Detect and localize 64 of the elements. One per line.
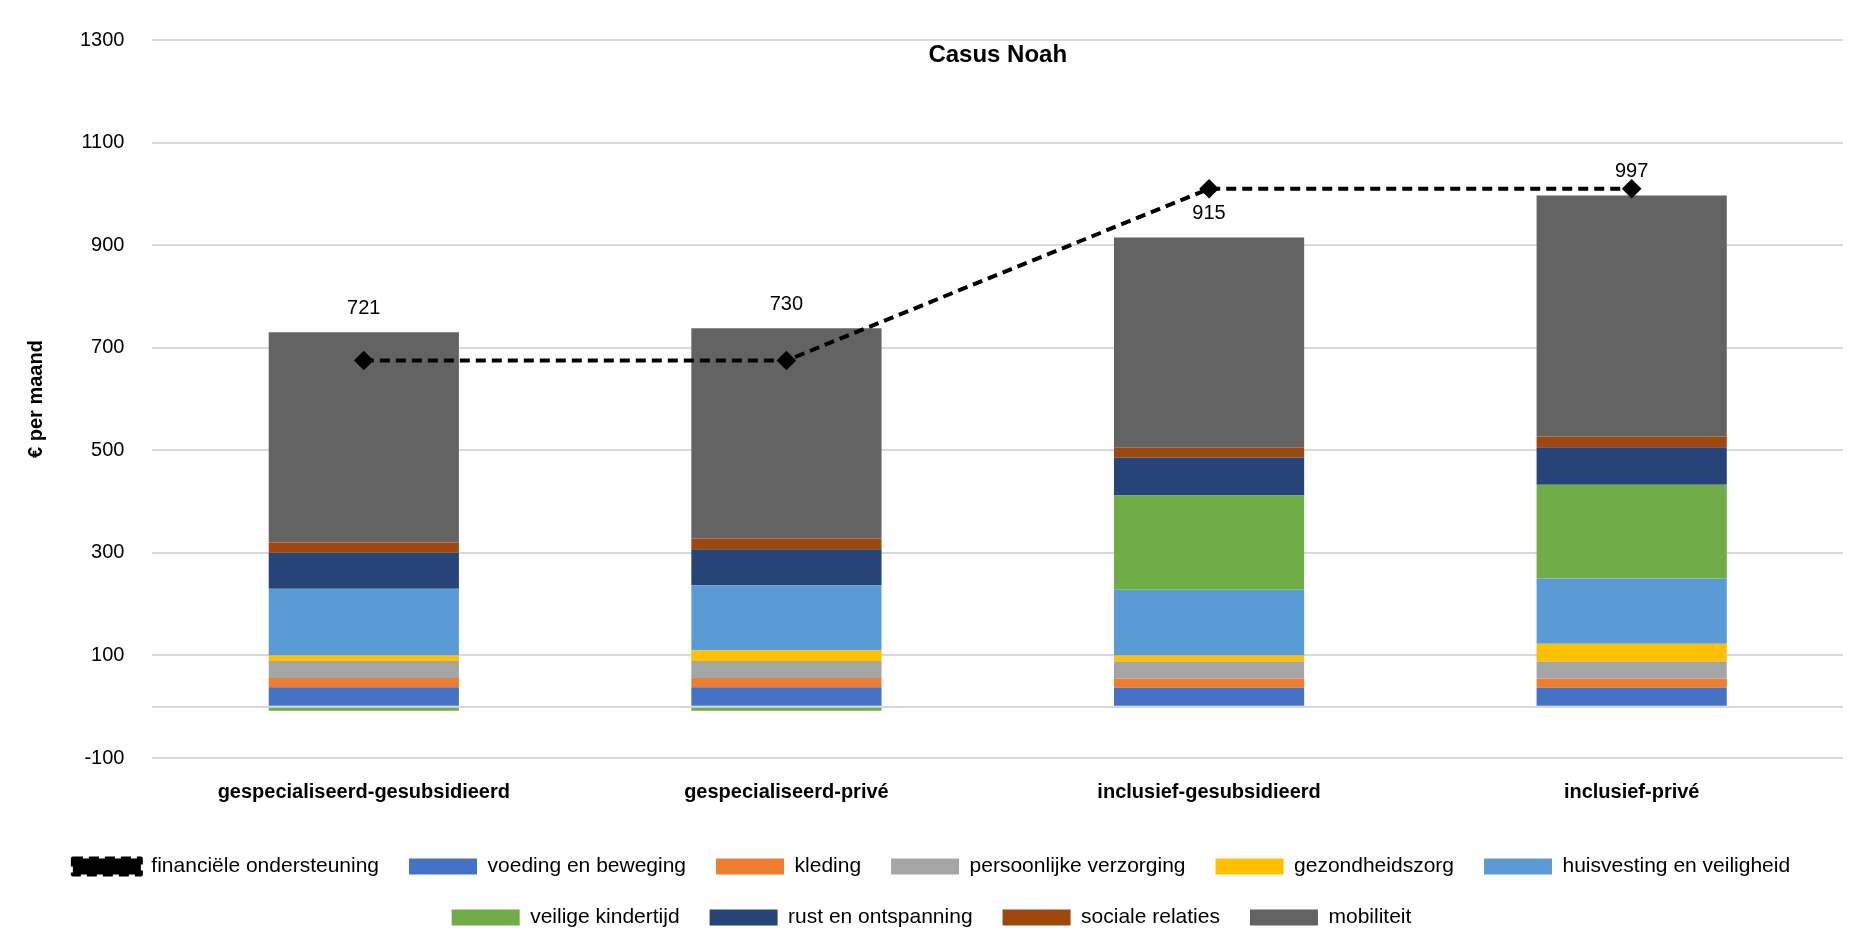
bar bbox=[1536, 678, 1727, 688]
bar bbox=[1536, 447, 1727, 485]
legend-label: voeding en beweging bbox=[487, 853, 687, 877]
total-label: 730 bbox=[769, 291, 804, 314]
total-label: 721 bbox=[347, 295, 381, 318]
bar bbox=[1536, 661, 1727, 679]
bar bbox=[268, 552, 459, 589]
bar bbox=[268, 588, 459, 656]
x-tick-label: gespecialiseerd-privé bbox=[684, 779, 889, 802]
bar bbox=[1113, 678, 1305, 688]
bar bbox=[1113, 687, 1305, 706]
x-tick-label: gespecialiseerd-gesubsidieerd bbox=[217, 779, 510, 802]
y-tick-label: 700 bbox=[91, 335, 125, 358]
bar bbox=[691, 687, 882, 706]
bar bbox=[268, 661, 459, 678]
bar bbox=[1536, 436, 1727, 448]
bar bbox=[1536, 687, 1727, 706]
bar bbox=[268, 687, 459, 706]
bar bbox=[691, 677, 882, 688]
x-tick-label: inclusief-privé bbox=[1563, 779, 1700, 802]
bar bbox=[1113, 495, 1305, 590]
y-tick-label: 1300 bbox=[79, 27, 125, 50]
bar bbox=[691, 661, 882, 678]
legend-label: financiële ondersteuning bbox=[151, 853, 380, 877]
chart-title: Casus Noah bbox=[928, 39, 1068, 67]
bar bbox=[691, 585, 882, 651]
bar bbox=[1536, 484, 1727, 579]
legend-label: huisvesting en veiligheid bbox=[1562, 853, 1791, 877]
bar bbox=[1113, 589, 1305, 656]
bar bbox=[268, 677, 459, 688]
legend-label: rust en ontspanning bbox=[788, 904, 973, 928]
bar bbox=[691, 538, 882, 550]
legend-label: sociale relaties bbox=[1081, 904, 1220, 928]
y-tick-label: 300 bbox=[91, 540, 125, 563]
bar bbox=[691, 549, 882, 586]
bar bbox=[268, 707, 459, 711]
legend-label: kleding bbox=[794, 853, 862, 877]
legend-label: veilige kindertijd bbox=[530, 904, 680, 928]
bar bbox=[691, 707, 882, 711]
total-label: 997 bbox=[1615, 158, 1649, 181]
bar bbox=[1113, 447, 1305, 458]
legend-label: mobiliteit bbox=[1328, 904, 1412, 928]
y-tick-label: 100 bbox=[91, 642, 125, 665]
bar bbox=[1536, 578, 1727, 644]
bar bbox=[1536, 643, 1727, 662]
y-tick-label: 1100 bbox=[81, 130, 125, 153]
bar bbox=[268, 332, 459, 543]
y-tick-label: -100 bbox=[84, 745, 125, 768]
bar bbox=[1536, 195, 1727, 437]
x-tick-label: inclusief-gesubsidieerd bbox=[1097, 779, 1321, 802]
y-tick-label: 900 bbox=[91, 232, 125, 255]
bar bbox=[1113, 457, 1305, 496]
bar bbox=[1113, 661, 1305, 679]
bar bbox=[268, 542, 459, 553]
legend-label: gezondheidszorg bbox=[1294, 853, 1454, 877]
y-axis-title: € per maand bbox=[23, 340, 46, 458]
bar bbox=[1113, 655, 1305, 662]
bar bbox=[1113, 237, 1305, 448]
bar bbox=[268, 655, 459, 662]
total-label: 915 bbox=[1192, 200, 1226, 223]
bar bbox=[691, 650, 882, 662]
legend-label: persoonlijke verzorging bbox=[969, 853, 1186, 877]
y-tick-label: 500 bbox=[91, 437, 125, 460]
bar bbox=[691, 328, 882, 539]
